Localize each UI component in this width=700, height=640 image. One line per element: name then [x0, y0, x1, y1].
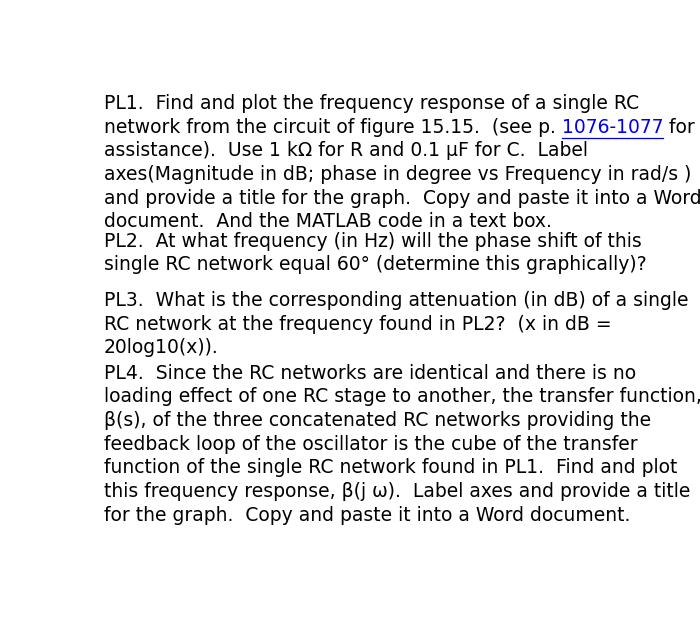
Text: β(s), of the three concatenated RC networks providing the: β(s), of the three concatenated RC netwo…: [104, 411, 651, 430]
Text: PL2.  At what frequency (in Hz) will the phase shift of this: PL2. At what frequency (in Hz) will the …: [104, 232, 641, 250]
Text: document.  And the MATLAB code in a text box.: document. And the MATLAB code in a text …: [104, 212, 552, 231]
Text: loading effect of one RC stage to another, the transfer function,: loading effect of one RC stage to anothe…: [104, 387, 700, 406]
Text: for the graph.  Copy and paste it into a Word document.: for the graph. Copy and paste it into a …: [104, 506, 630, 525]
Text: for: for: [664, 118, 695, 137]
Text: 20log10(x)).: 20log10(x)).: [104, 339, 218, 358]
Text: PL3.  What is the corresponding attenuation (in dB) of a single: PL3. What is the corresponding attenuati…: [104, 291, 688, 310]
Text: PL4.  Since the RC networks are identical and there is no: PL4. Since the RC networks are identical…: [104, 364, 636, 383]
Text: axes(Magnitude in dB; phase in degree vs Frequency in rad/s ): axes(Magnitude in dB; phase in degree vs…: [104, 165, 691, 184]
Text: function of the single RC network found in PL1.  Find and plot: function of the single RC network found …: [104, 458, 677, 477]
Text: 1076-1077: 1076-1077: [561, 118, 664, 137]
Text: single RC network equal 60° (determine this graphically)?: single RC network equal 60° (determine t…: [104, 255, 646, 274]
Text: network from the circuit of figure 15.15.  (see p.: network from the circuit of figure 15.15…: [104, 118, 561, 137]
Text: this frequency response, β(j ω).  Label axes and provide a title: this frequency response, β(j ω). Label a…: [104, 482, 690, 501]
Text: feedback loop of the oscillator is the cube of the transfer: feedback loop of the oscillator is the c…: [104, 435, 638, 454]
Text: assistance).  Use 1 kΩ for R and 0.1 μF for C.  Label: assistance). Use 1 kΩ for R and 0.1 μF f…: [104, 141, 588, 161]
Text: RC network at the frequency found in PL2?  (x in dB =: RC network at the frequency found in PL2…: [104, 315, 611, 334]
Text: PL1.  Find and plot the frequency response of a single RC: PL1. Find and plot the frequency respons…: [104, 94, 639, 113]
Text: and provide a title for the graph.  Copy and paste it into a Word: and provide a title for the graph. Copy …: [104, 189, 700, 207]
